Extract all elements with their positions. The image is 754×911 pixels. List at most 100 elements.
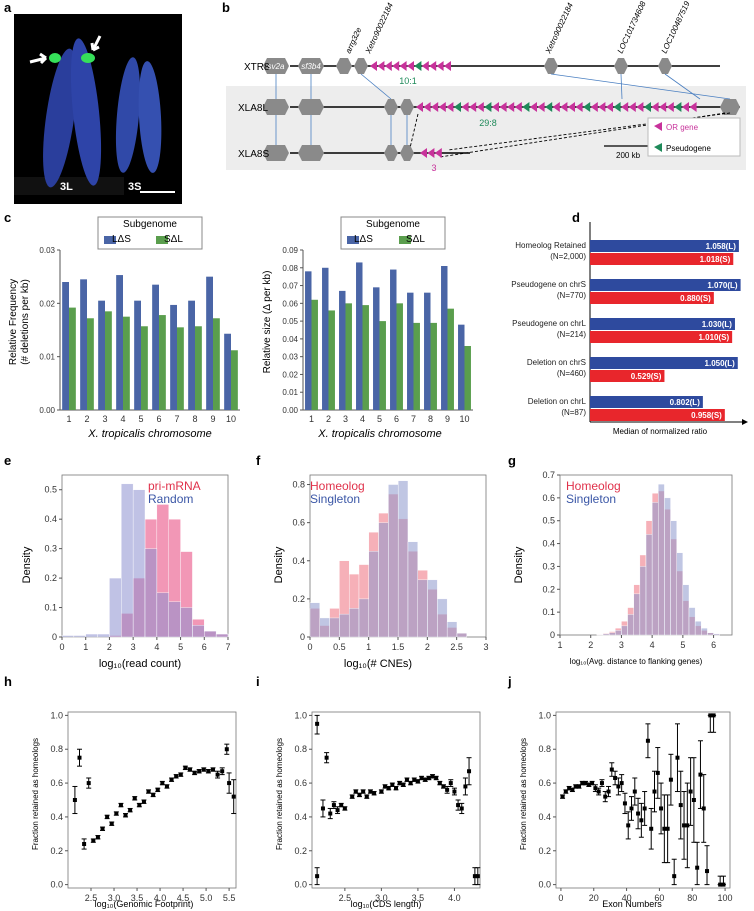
histogram-bar	[61, 635, 75, 638]
data-point	[178, 772, 183, 777]
bar-value-label: 1.010(S)	[698, 333, 729, 342]
x-tick-label: 1	[66, 414, 71, 424]
or-gene-marker	[414, 61, 422, 71]
panel-letter-b: b	[222, 0, 230, 15]
histogram-bar	[319, 617, 330, 638]
top-label-2: Xetro90022184	[363, 1, 395, 56]
histogram-bar	[633, 593, 641, 636]
data-point	[192, 770, 197, 775]
histogram-bar	[358, 598, 369, 638]
or-gene-marker	[392, 61, 400, 71]
histogram-bar	[707, 632, 714, 636]
data-point	[415, 779, 420, 784]
synteny-link	[550, 73, 731, 100]
data-point	[109, 821, 114, 826]
histogram-bar	[109, 577, 122, 638]
category-label: (N=214)	[557, 330, 586, 339]
ratio-xla8s: 3	[431, 163, 436, 173]
y-tick-label: 0.2	[542, 584, 555, 594]
data-point	[141, 799, 146, 804]
data-point	[573, 784, 578, 789]
gene-block	[263, 145, 289, 161]
bar-value-label: 0.958(S)	[691, 411, 722, 420]
bar	[458, 324, 465, 410]
scale-label: 200 kb	[616, 151, 641, 160]
data-point	[383, 784, 388, 789]
data-point	[695, 865, 700, 870]
data-point	[463, 784, 468, 789]
histogram-bar	[215, 633, 229, 638]
gene-block	[384, 145, 398, 161]
histogram-bar	[664, 497, 671, 636]
bar	[80, 279, 87, 410]
data-point	[655, 770, 660, 775]
y-tick-label: 0.6	[542, 493, 555, 503]
data-point	[590, 781, 595, 786]
data-point	[636, 811, 641, 816]
data-point	[593, 786, 598, 791]
bar-value-label: 0.802(L)	[670, 398, 701, 407]
bar	[430, 322, 437, 410]
data-point	[616, 784, 621, 789]
panel-letter-g: g	[508, 453, 516, 468]
or-gene-marker	[461, 102, 469, 112]
y-tick-label: 0.05	[282, 317, 298, 326]
bar	[464, 346, 471, 410]
gene-block	[658, 58, 672, 74]
x-tick-label: 3	[483, 642, 488, 652]
e-ylabel: Density	[21, 546, 33, 583]
or-gene-marker	[545, 102, 553, 112]
data-point	[82, 842, 87, 846]
x-tick-label: 10	[226, 414, 236, 424]
x-tick-label: 2.5	[339, 893, 352, 903]
histogram-bar	[329, 617, 340, 638]
histogram-bar	[132, 489, 146, 638]
data-point	[423, 777, 428, 782]
panel-f-chart: 0 0.5 1 1.5 2 2.5 3 0 0.2 0.4 0.6 0.8	[292, 474, 489, 652]
x-tick-label: 2	[425, 642, 430, 652]
x-tick-label: 4	[154, 642, 159, 652]
or-gene-marker	[416, 102, 423, 112]
data-point	[353, 789, 358, 794]
data-point	[622, 801, 627, 806]
bar	[188, 300, 195, 410]
data-point	[441, 784, 446, 789]
y-tick-label: 0.6	[538, 778, 551, 788]
data-point	[123, 813, 128, 818]
x-tick-label: 0	[59, 642, 64, 652]
histogram-bar	[701, 627, 708, 636]
legend-or-label: OR gene	[666, 123, 699, 132]
bar	[305, 271, 312, 410]
or-gene-marker	[560, 102, 568, 112]
bar	[590, 331, 733, 343]
arrow-left	[29, 52, 48, 65]
data-point	[408, 781, 413, 786]
f-xlabel: log₁₀(# CNEs)	[344, 658, 412, 670]
row-label-xla8l: XLA8L	[238, 103, 268, 114]
histogram-bar	[645, 534, 653, 636]
histogram-bar	[121, 483, 134, 638]
data-point	[682, 823, 687, 828]
row-label-xla8s: XLA8S	[238, 149, 269, 160]
bar	[231, 350, 238, 410]
x-tick-label: 80	[687, 893, 697, 903]
y-tick-label: 0.08	[282, 264, 298, 273]
data-point	[368, 789, 373, 794]
data-point	[434, 776, 439, 780]
bar	[590, 357, 738, 369]
x-tick-label: 60	[654, 893, 664, 903]
data-point	[619, 781, 624, 786]
c-right-ylabel: Relative size (Δ per kb)	[262, 271, 273, 374]
data-point	[639, 818, 644, 823]
chromosome-3l-left	[43, 48, 77, 188]
histogram-bar	[608, 632, 616, 636]
x-tick-label: 6	[202, 642, 207, 652]
bar	[105, 311, 112, 410]
panel-i-chart: 2.5 3.0 3.5 4.0 0.0 0.2 0.4 0.6 0.8 1.0	[294, 710, 481, 903]
data-point	[335, 808, 340, 813]
top-label-4: LOC101734608	[616, 0, 648, 55]
x-tick-label: 3	[343, 414, 348, 424]
or-gene-marker	[399, 61, 407, 71]
data-point	[603, 794, 608, 799]
y-tick-label: 0.2	[292, 594, 305, 604]
